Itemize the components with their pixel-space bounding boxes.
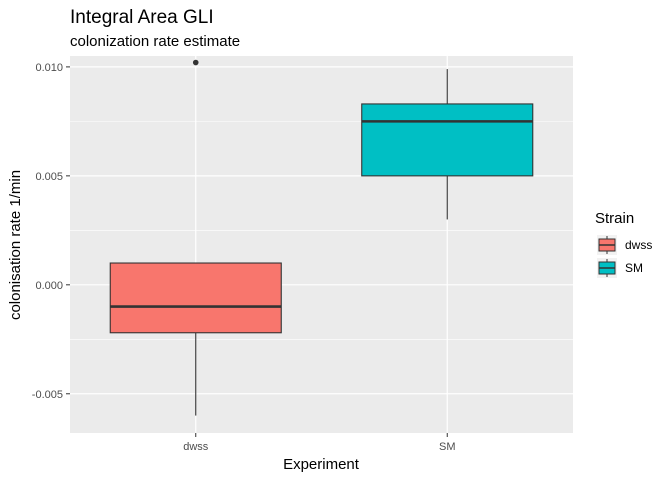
y-tick-label: -0.005 <box>32 389 63 401</box>
y-tick-label: 0.005 <box>35 171 63 183</box>
y-axis-title: colonisation rate 1/min <box>7 170 24 320</box>
legend: Strain dwss SM <box>595 210 652 278</box>
y-tick-label: 0.010 <box>35 62 63 74</box>
x-tick-label: SM <box>439 441 456 453</box>
chart-title: Integral Area GLI <box>70 7 214 28</box>
legend-key-SM: SM <box>597 258 643 278</box>
legend-label: dwss <box>625 238 652 252</box>
legend-key-dwss: dwss <box>597 235 652 255</box>
box-SM <box>361 69 534 220</box>
box-dwss <box>109 59 282 416</box>
y-axis-ticks: -0.005 0.000 0.005 0.010 <box>32 62 70 401</box>
y-tick-label: 0.000 <box>35 280 63 292</box>
legend-label: SM <box>625 261 643 275</box>
x-axis-title: Experiment <box>283 456 360 473</box>
outlier-point <box>192 59 199 66</box>
x-axis-ticks: dwss SM <box>183 433 456 453</box>
x-tick-label: dwss <box>183 441 209 453</box>
legend-title: Strain <box>595 210 634 227</box>
box-body <box>361 103 534 177</box>
chart-subtitle: colonization rate estimate <box>70 33 240 50</box>
boxes <box>109 59 534 416</box>
box-body <box>109 262 282 334</box>
